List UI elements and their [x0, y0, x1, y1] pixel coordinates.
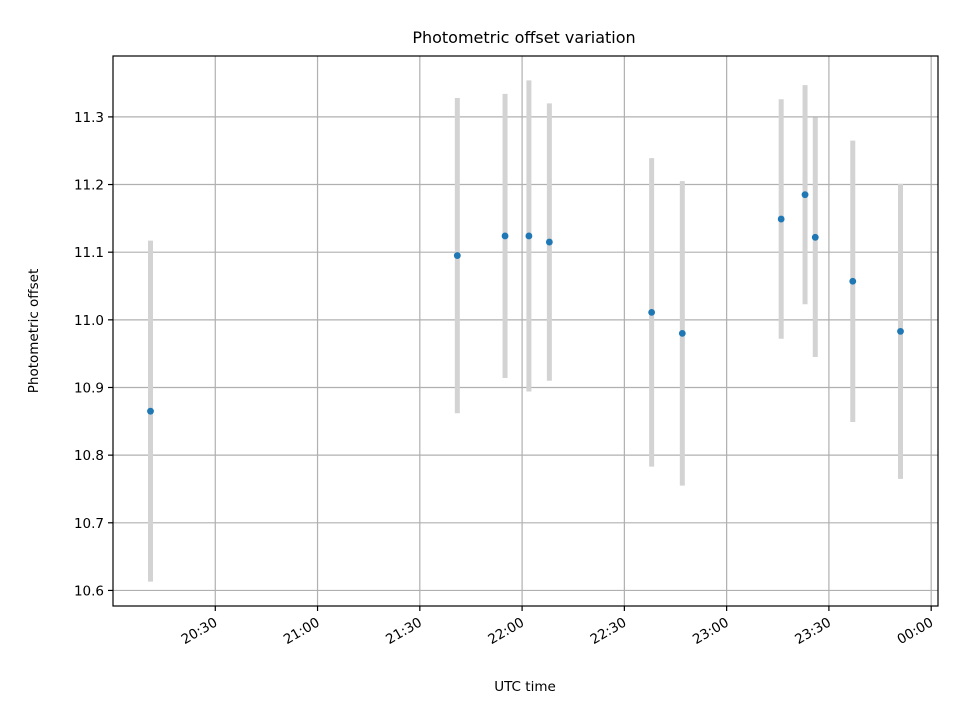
y-tick-label: 11.3 [74, 110, 104, 126]
y-tick-label: 11.0 [74, 313, 104, 329]
chart-title: Photometric offset variation [412, 28, 635, 47]
data-point [453, 252, 461, 259]
y-tick-label: 10.8 [74, 448, 104, 464]
y-tick-label: 10.6 [74, 583, 104, 599]
data-point [777, 215, 785, 223]
y-tick-label: 11.2 [74, 178, 104, 194]
grid [113, 56, 938, 606]
x-tick-label: 20:30 [179, 615, 221, 648]
y-axis-ticks: 10.6 10.7 10.8 10.9 11.0 11.1 11.2 11.3 [74, 110, 113, 599]
y-tick-label: 10.7 [74, 516, 104, 532]
x-axis-label: UTC time [494, 679, 556, 695]
data-points [147, 191, 904, 415]
x-tick-label: 22:30 [588, 615, 630, 648]
data-point [525, 232, 533, 240]
x-tick-label: 23:30 [792, 615, 834, 648]
y-tick-label: 10.9 [74, 380, 104, 396]
y-axis-label: Photometric offset [26, 269, 42, 393]
data-point [811, 233, 819, 241]
x-tick-label: 00:00 [894, 615, 936, 648]
x-tick-label: 23:00 [690, 615, 732, 648]
data-point [545, 238, 553, 246]
error-bars [148, 80, 903, 582]
data-point [648, 308, 656, 316]
plot-frame [112, 55, 939, 607]
x-tick-label: 21:00 [281, 615, 323, 648]
data-point [147, 407, 154, 415]
x-tick-label: 22:00 [485, 615, 527, 648]
data-point [501, 232, 509, 240]
data-point [849, 277, 857, 285]
y-tick-label: 11.1 [74, 245, 104, 261]
data-point [801, 191, 809, 199]
data-point [678, 329, 686, 337]
x-tick-label: 21:30 [383, 615, 425, 648]
data-point [897, 327, 904, 335]
x-axis-ticks: 20:30 21:00 21:30 22:00 22:30 23:00 23:30 00:00 [179, 606, 936, 648]
